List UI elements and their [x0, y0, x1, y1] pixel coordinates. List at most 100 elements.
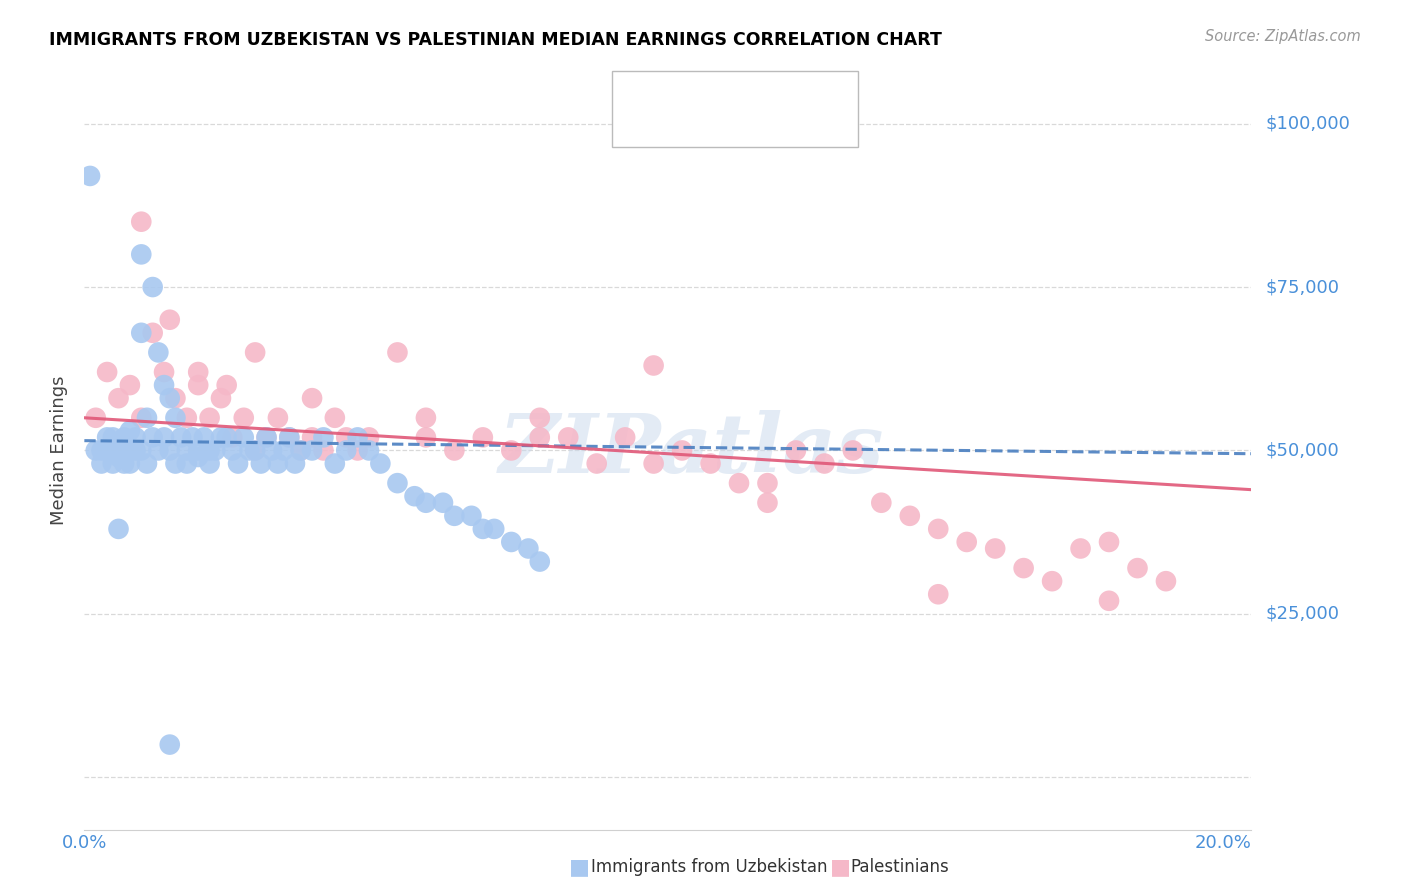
Point [984, 541, 1007, 556]
Point [101, 443, 124, 458]
Point [142, 430, 165, 444]
Point [165, 457, 187, 471]
Point [84, 443, 107, 458]
Point [96, 430, 118, 444]
Point [159, 391, 181, 405]
Point [529, 410, 551, 425]
Point [118, 378, 141, 392]
Text: ■: ■ [626, 84, 648, 107]
Text: IMMIGRANTS FROM UZBEKISTAN VS PALESTINIAN MEDIAN EARNINGS CORRELATION CHART: IMMIGRANTS FROM UZBEKISTAN VS PALESTINIA… [49, 31, 942, 49]
Point [529, 430, 551, 444]
Point [756, 496, 779, 510]
Point [176, 457, 198, 471]
Point [699, 457, 721, 471]
Point [215, 430, 238, 444]
Text: Source: ZipAtlas.com: Source: ZipAtlas.com [1205, 29, 1361, 44]
Point [142, 326, 165, 340]
Point [432, 496, 454, 510]
Point [187, 378, 209, 392]
Point [1098, 594, 1121, 608]
Point [484, 522, 506, 536]
Point [187, 443, 209, 458]
Point [107, 391, 129, 405]
Point [517, 541, 540, 556]
Point [460, 508, 482, 523]
Point [129, 410, 152, 425]
Point [643, 359, 665, 373]
Point [96, 365, 118, 379]
Point [107, 450, 129, 464]
Point [404, 489, 426, 503]
Point [529, 555, 551, 569]
Point [221, 443, 243, 458]
Point [1012, 561, 1035, 575]
Point [124, 443, 146, 458]
Point [267, 410, 290, 425]
Point [232, 430, 254, 444]
Text: -0.128: -0.128 [693, 113, 755, 131]
Text: $100,000: $100,000 [1265, 115, 1350, 133]
Text: Palestinians: Palestinians [851, 858, 949, 876]
Point [181, 430, 204, 444]
Point [153, 365, 176, 379]
Point [198, 457, 221, 471]
Point [118, 424, 141, 438]
Point [335, 443, 357, 458]
Point [501, 443, 523, 458]
Point [842, 443, 865, 458]
Y-axis label: Median Earnings: Median Earnings [51, 376, 69, 525]
Point [501, 535, 523, 549]
Point [898, 508, 921, 523]
Point [238, 443, 260, 458]
Point [232, 410, 254, 425]
Point [250, 457, 273, 471]
Point [273, 443, 295, 458]
Point [614, 430, 637, 444]
Point [187, 365, 209, 379]
Text: $75,000: $75,000 [1265, 278, 1340, 296]
Point [84, 410, 107, 425]
Point [323, 457, 346, 471]
Point [1098, 535, 1121, 549]
Point [443, 443, 465, 458]
Point [301, 430, 323, 444]
Text: $25,000: $25,000 [1265, 605, 1340, 623]
Point [136, 410, 159, 425]
Text: N =: N = [759, 87, 808, 104]
Point [335, 430, 357, 444]
Text: Immigrants from Uzbekistan: Immigrants from Uzbekistan [591, 858, 827, 876]
Point [267, 457, 290, 471]
Point [221, 430, 243, 444]
Point [215, 378, 238, 392]
Point [118, 457, 141, 471]
Text: R =: R = [651, 87, 689, 104]
Point [153, 378, 176, 392]
Point [262, 443, 284, 458]
Point [159, 738, 181, 752]
Point [671, 443, 693, 458]
Point [198, 410, 221, 425]
Point [256, 430, 278, 444]
Point [346, 430, 368, 444]
Point [90, 443, 112, 458]
Point [79, 169, 101, 183]
Point [370, 457, 392, 471]
Text: $50,000: $50,000 [1265, 442, 1339, 459]
Point [129, 326, 152, 340]
Point [1126, 561, 1149, 575]
Text: ■: ■ [626, 111, 648, 134]
Point [728, 476, 751, 491]
Point [226, 457, 249, 471]
Point [785, 443, 807, 458]
Point [585, 457, 607, 471]
Point [927, 587, 949, 601]
Point [643, 457, 665, 471]
Point [129, 247, 152, 261]
Point [96, 443, 118, 458]
Point [198, 443, 221, 458]
Point [243, 345, 266, 359]
Point [956, 535, 979, 549]
Point [129, 215, 152, 229]
Point [101, 430, 124, 444]
Point [101, 457, 124, 471]
